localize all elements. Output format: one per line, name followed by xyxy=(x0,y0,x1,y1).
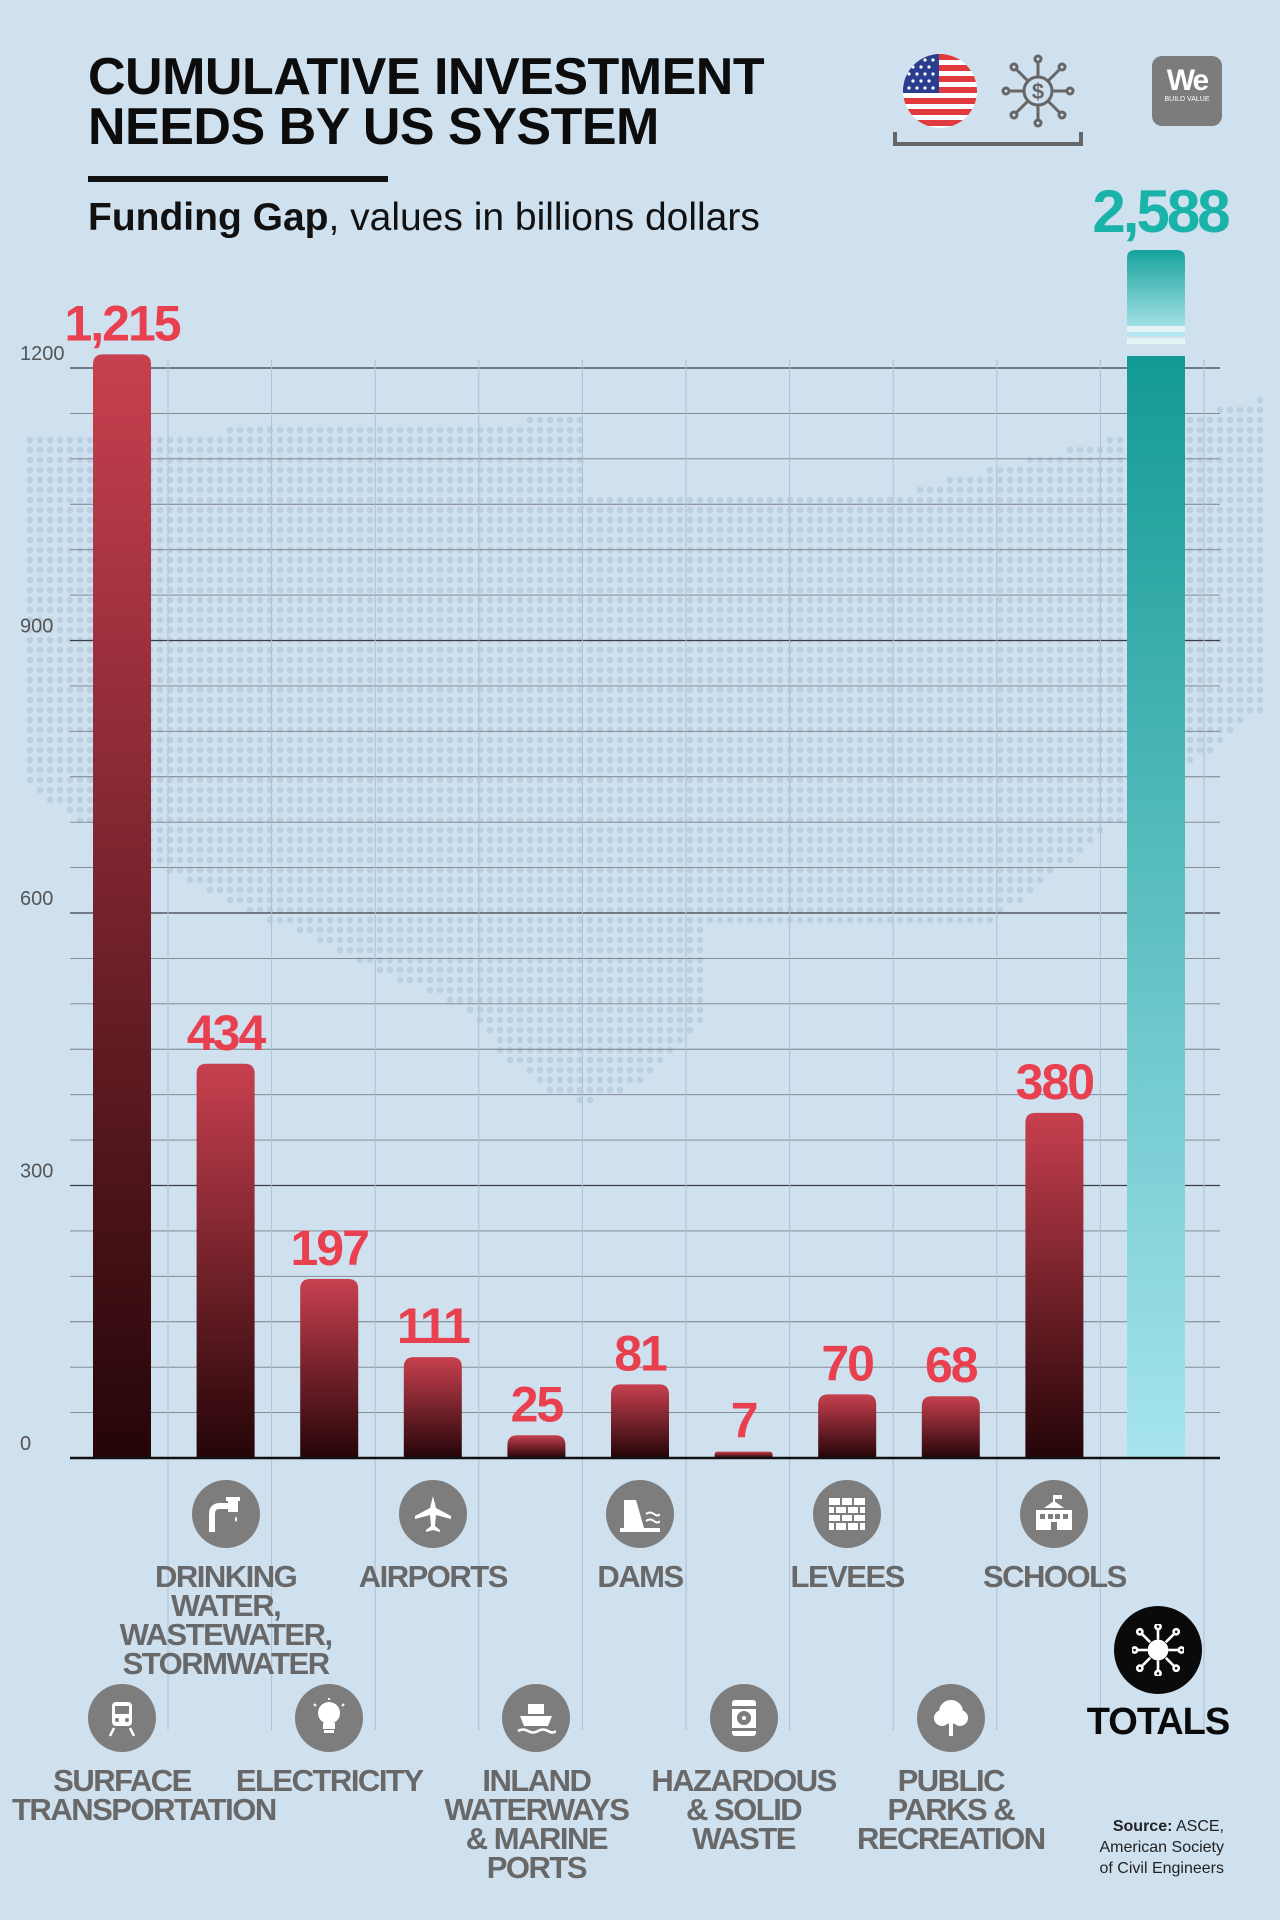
bar xyxy=(1025,1112,1084,1458)
hazard-barrel-icon xyxy=(709,1684,778,1752)
category-label-text: PUBLIC PARKS & RECREATION xyxy=(856,1763,1046,1856)
y-tick-label: 900 xyxy=(20,616,53,638)
bar xyxy=(818,1394,877,1458)
title-line-2: NEEDS BY US SYSTEM xyxy=(88,98,659,156)
total-value-label: 2,588 xyxy=(1092,178,1229,245)
bar xyxy=(611,1384,669,1458)
bar xyxy=(714,1451,773,1458)
money-network-icon: $ xyxy=(1001,54,1075,128)
category-label-text: AIRPORTS xyxy=(358,1559,509,1594)
category-label: AIRPORTS xyxy=(323,1480,543,1594)
brick-wall-icon xyxy=(813,1480,882,1548)
dam-icon xyxy=(606,1480,674,1548)
value-label: 434 xyxy=(187,1005,267,1061)
axis-break xyxy=(1127,338,1185,344)
category-totals: TOTALS xyxy=(1048,1606,1268,1743)
category-label-text: INLAND WATERWAYS & MARINE PORTS xyxy=(444,1763,630,1885)
category-label: SURFACE TRANSPORTATION xyxy=(12,1684,277,1827)
category-label: SCHOOLS xyxy=(944,1480,1164,1594)
category-label: HAZARDOUS & SOLID WASTE xyxy=(634,1684,854,1856)
value-label: 1,215 xyxy=(64,295,180,351)
chart-title: CUMULATIVE INVESTMENT NEEDS BY US SYSTEM xyxy=(88,48,808,156)
category-label: INLAND WATERWAYS & MARINE PORTS xyxy=(426,1684,646,1885)
value-label: 70 xyxy=(821,1335,873,1391)
ship-icon xyxy=(502,1684,571,1752)
axis-break xyxy=(1127,326,1185,332)
bar xyxy=(93,354,151,1458)
svg-text:$: $ xyxy=(1032,79,1044,104)
us-flag-icon xyxy=(903,54,977,128)
subtitle-bold: Funding Gap xyxy=(88,196,329,239)
category-label: ELECTRICITY xyxy=(219,1684,439,1798)
bar xyxy=(196,1063,255,1458)
we-build-value-logo: We BUILD VALUE xyxy=(1152,56,1222,126)
category-label-text: DRINKING WATER, WASTEWATER, STORMWATER xyxy=(119,1559,333,1681)
value-label: 197 xyxy=(290,1220,368,1276)
water-tap-icon xyxy=(191,1480,260,1548)
chart-subtitle: Funding Gap, values in billions dollars xyxy=(88,196,760,240)
y-tick-label: 0 xyxy=(20,1433,31,1455)
y-axis-ticks: 0 300 600 900 1200 xyxy=(20,343,65,1455)
category-label: LEVEES xyxy=(737,1480,957,1594)
bar xyxy=(403,1357,462,1458)
category-label: DAMS xyxy=(530,1480,750,1594)
header-icon-group: $ xyxy=(893,50,1083,146)
bar xyxy=(507,1435,566,1458)
bar xyxy=(300,1279,359,1458)
category-label-text: DAMS xyxy=(597,1559,684,1594)
us-map-dot-pattern xyxy=(26,396,1264,1104)
source-note: Source: ASCE, American Society of Civil … xyxy=(1099,1818,1225,1877)
airplane-icon xyxy=(398,1480,467,1548)
category-label-text: LEVEES xyxy=(790,1559,906,1594)
category-label-text: SURFACE TRANSPORTATION xyxy=(12,1763,277,1827)
network-hub-icon xyxy=(1114,1606,1202,1694)
y-tick-label: 600 xyxy=(20,888,53,910)
value-label: 25 xyxy=(511,1376,564,1432)
lightbulb-icon xyxy=(295,1684,364,1752)
train-icon xyxy=(88,1684,156,1752)
value-label: 111 xyxy=(397,1298,470,1354)
icon-bracket xyxy=(893,132,1083,146)
category-label-text: ELECTRICITY xyxy=(235,1763,424,1798)
value-label: 380 xyxy=(1016,1054,1094,1110)
category-label-text: SCHOOLS xyxy=(982,1559,1127,1594)
value-label: 68 xyxy=(925,1337,978,1393)
total-bar xyxy=(1127,356,1185,1458)
y-tick-label: 300 xyxy=(20,1161,53,1183)
bars xyxy=(70,250,1220,1460)
value-labels: 1,215 434 197 111 25 81 7 70 68 380 2,588 xyxy=(64,178,1232,1449)
total-bar-cap xyxy=(1127,250,1185,336)
value-label: 7 xyxy=(731,1393,757,1449)
category-label: DRINKING WATER, WASTEWATER, STORMWATER xyxy=(116,1480,336,1681)
category-label: PUBLIC PARKS & RECREATION xyxy=(841,1684,1061,1856)
title-divider xyxy=(88,176,388,182)
tree-icon xyxy=(916,1684,985,1752)
value-label: 81 xyxy=(614,1325,667,1381)
category-label-text: TOTALS xyxy=(1086,1701,1230,1743)
subtitle-rest: , values in billions dollars xyxy=(328,196,760,239)
category-label-text: HAZARDOUS & SOLID WASTE xyxy=(651,1763,837,1856)
title-line-1: CUMULATIVE INVESTMENT xyxy=(88,48,765,106)
bar xyxy=(921,1396,980,1458)
y-tick-label: 1200 xyxy=(20,343,65,365)
school-icon xyxy=(1020,1480,1089,1548)
